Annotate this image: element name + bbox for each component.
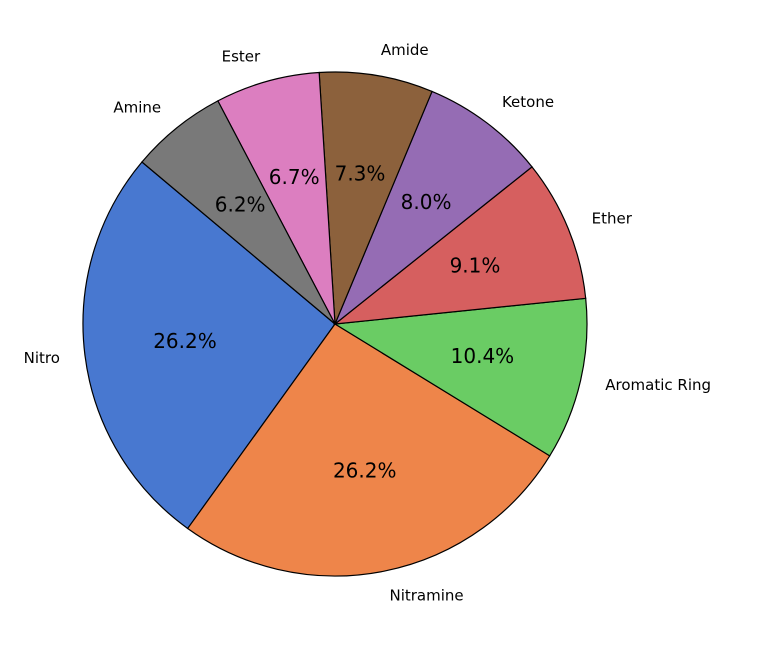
pie-slice [82, 161, 336, 530]
percent-label: 10.4% [451, 344, 515, 368]
pie-slice [141, 100, 336, 325]
percent-label: 6.7% [269, 165, 320, 189]
slice-label: Aromatic Ring [605, 376, 711, 394]
pie-slice [334, 90, 533, 325]
slice-label: Ketone [502, 93, 554, 111]
pie-slice [318, 71, 433, 325]
slice-label: Amide [381, 41, 429, 59]
percent-label: 26.2% [333, 459, 397, 483]
percent-label: 6.2% [215, 193, 266, 217]
slice-label: Nitramine [389, 586, 463, 604]
slice-label: Amine [113, 99, 161, 117]
slice-label: Ether [592, 210, 633, 228]
pie-slice [186, 323, 551, 577]
pie-slice [333, 166, 587, 325]
percent-label: 7.3% [335, 161, 386, 185]
pie-slice [333, 297, 588, 457]
slice-label: Nitro [24, 349, 60, 367]
percent-label: 8.0% [401, 190, 452, 214]
slice-label: Ester [222, 48, 261, 66]
pie-slice [217, 71, 336, 325]
percent-label: 26.2% [153, 329, 217, 353]
percent-label: 9.1% [450, 253, 501, 277]
